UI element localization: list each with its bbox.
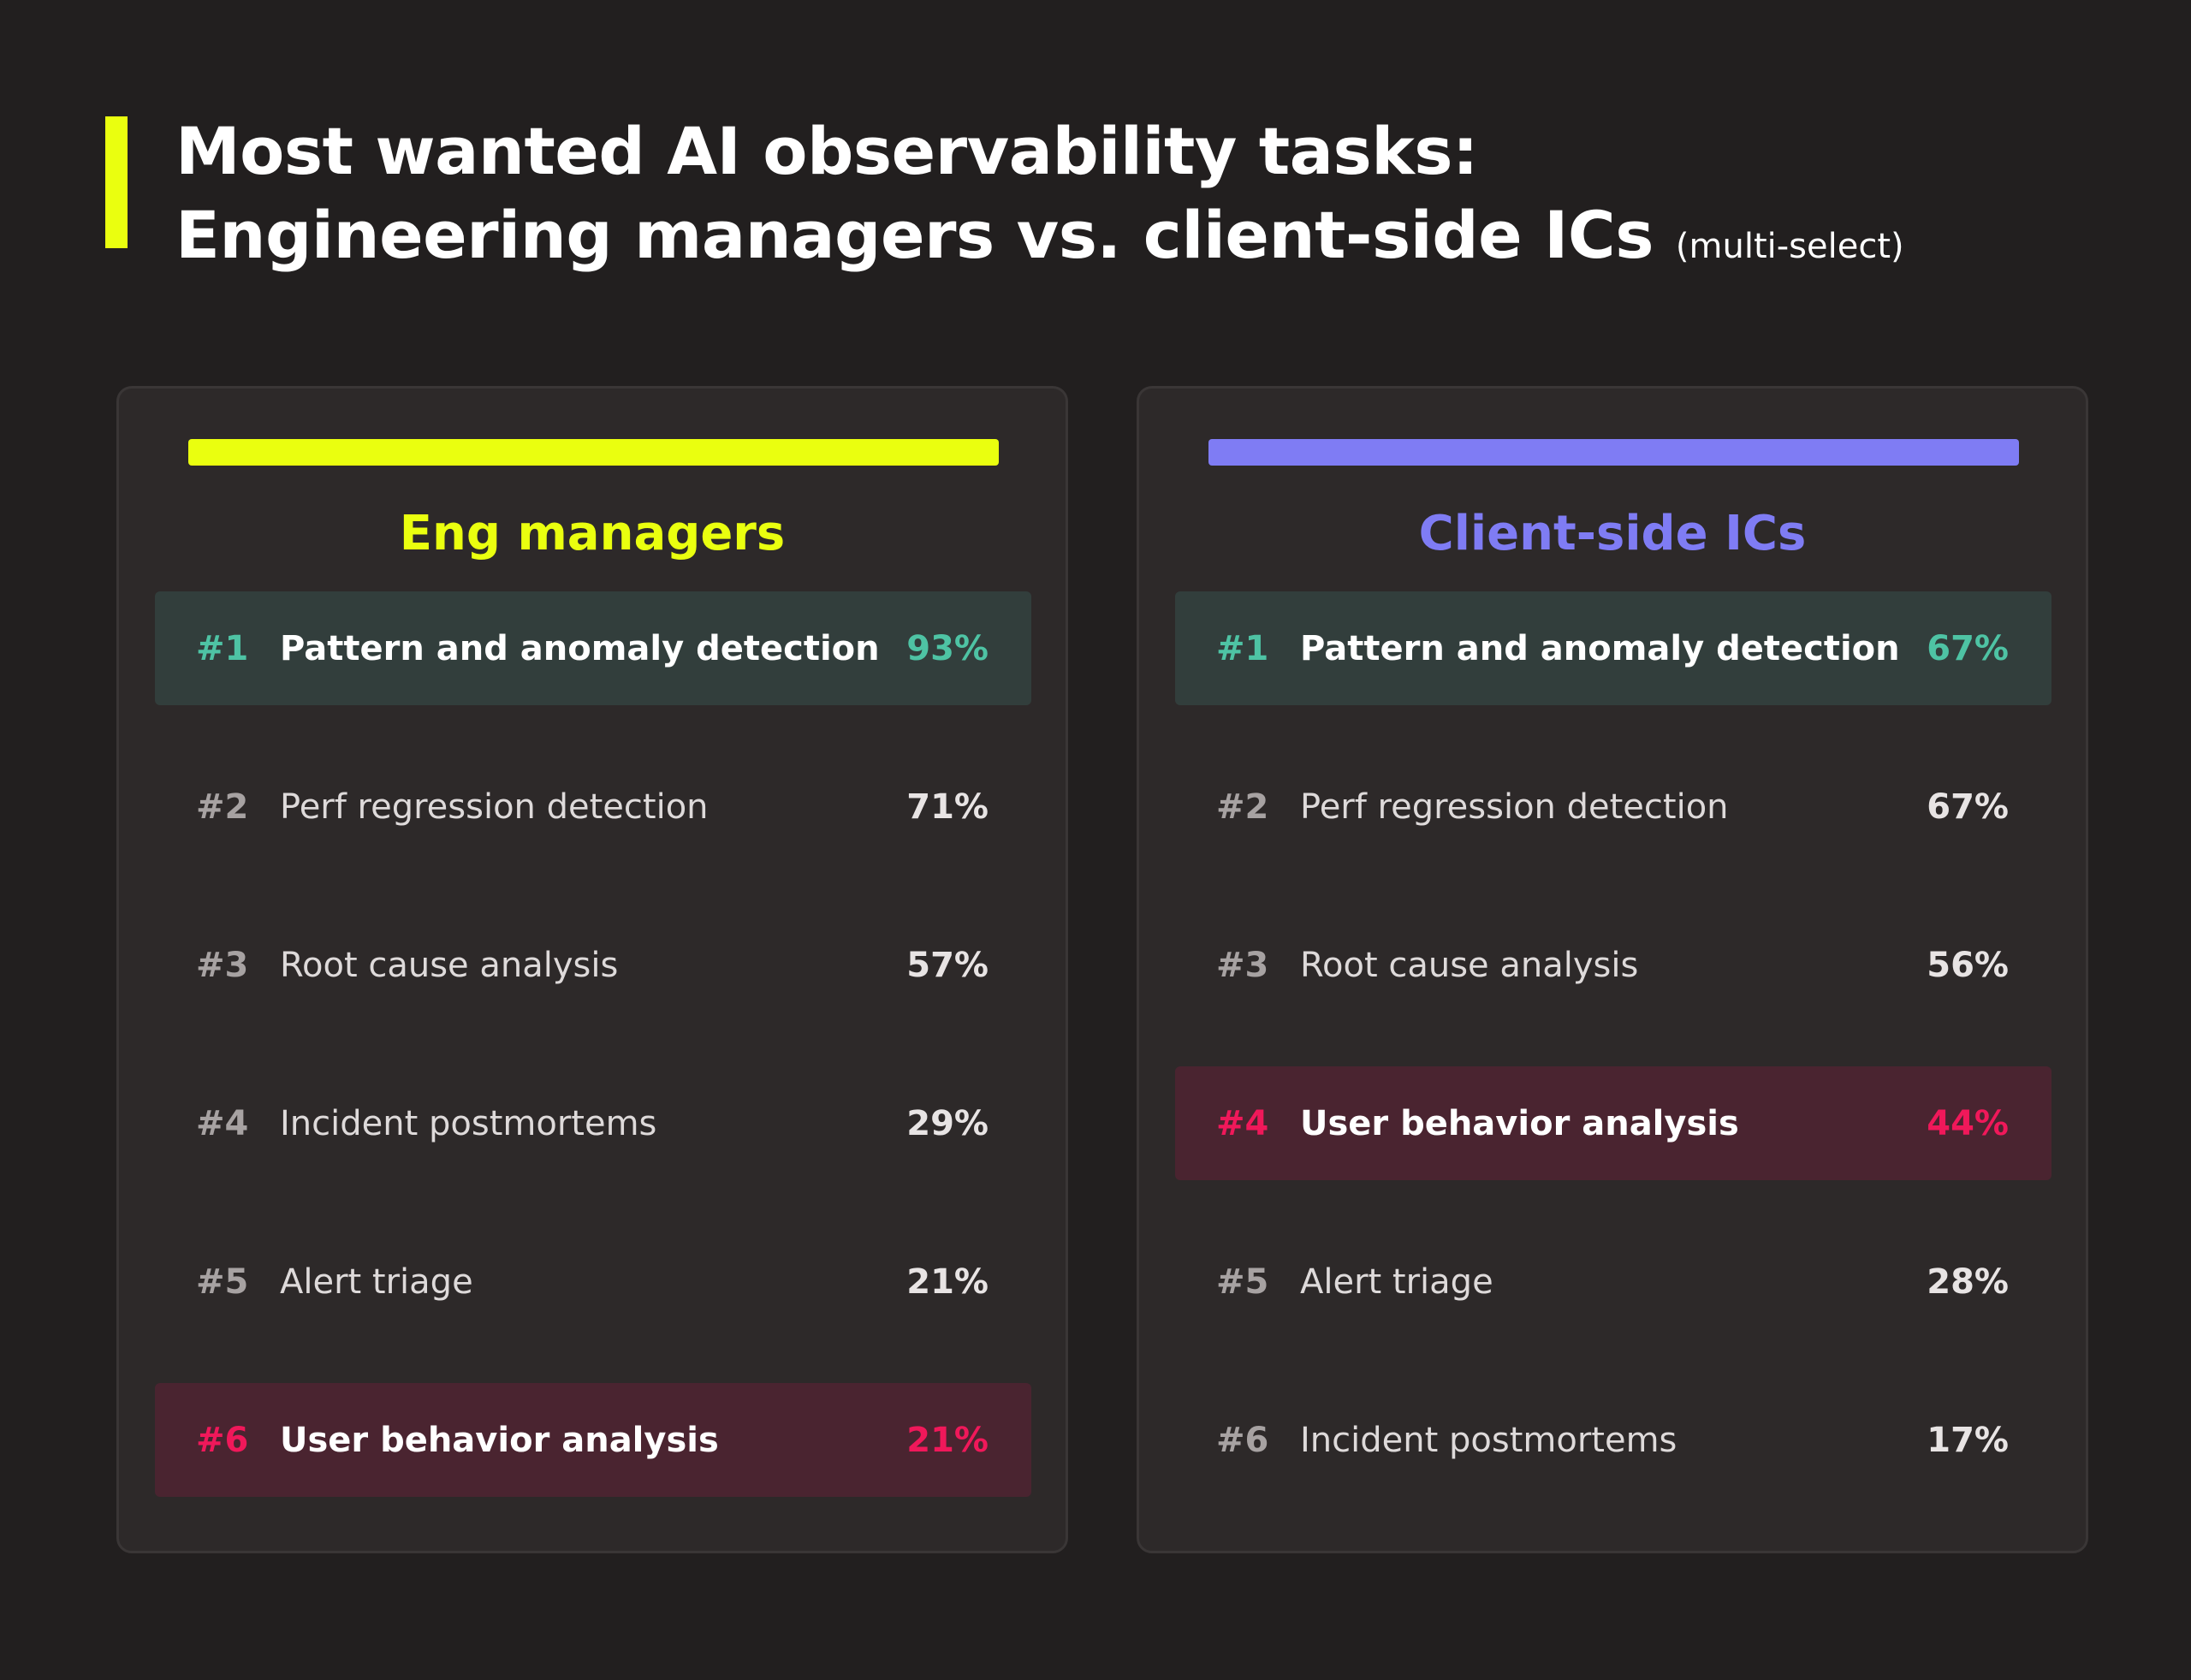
rank-label: #5: [1216, 1261, 1269, 1302]
percent-value: 67%: [1927, 628, 2009, 668]
percent-value: 17%: [1927, 1420, 2009, 1460]
title-accent-bar: [105, 116, 128, 248]
task-label: User behavior analysis: [1300, 1103, 1739, 1143]
task-label: Incident postmortems: [280, 1103, 657, 1143]
table-row: #5 Alert triage 21%: [155, 1225, 1031, 1339]
table-row: #1 Pattern and anomaly detection 93%: [155, 591, 1031, 705]
task-label: User behavior analysis: [280, 1420, 719, 1460]
percent-value: 29%: [906, 1103, 989, 1143]
percent-value: 28%: [1927, 1261, 2009, 1302]
rank-label: #4: [196, 1103, 249, 1143]
table-row: #3 Root cause analysis 57%: [155, 908, 1031, 1022]
rank-label: #2: [196, 787, 249, 827]
title-line-2-text: Engineering managers vs. client-side ICs: [175, 197, 1654, 273]
task-label: Perf regression detection: [1300, 787, 1729, 827]
task-label: Pattern and anomaly detection: [1300, 628, 1900, 668]
eng-managers-panel: Eng managers #1 Pattern and anomaly detec…: [116, 386, 1068, 1553]
table-row: #2 Perf regression detection 67%: [1175, 750, 2051, 864]
title-note: (multi-select): [1675, 227, 1904, 266]
task-label: Incident postmortems: [1300, 1420, 1677, 1460]
task-label: Root cause analysis: [1300, 945, 1639, 985]
percent-value: 44%: [1927, 1103, 2009, 1143]
rank-label: #3: [1216, 945, 1269, 985]
task-label: Alert triage: [1300, 1261, 1493, 1302]
table-row: #4 User behavior analysis 44%: [1175, 1066, 2051, 1180]
rank-label: #1: [1216, 628, 1269, 668]
table-row: #2 Perf regression detection 71%: [155, 750, 1031, 864]
percent-value: 56%: [1927, 945, 2009, 985]
percent-value: 57%: [906, 945, 989, 985]
table-row: #3 Root cause analysis 56%: [1175, 908, 2051, 1022]
task-label: Pattern and anomaly detection: [280, 628, 880, 668]
task-label: Alert triage: [280, 1261, 473, 1302]
rank-label: #6: [196, 1420, 249, 1460]
client-side-ics-color-bar: [1208, 439, 2019, 466]
percent-value: 71%: [906, 787, 989, 827]
table-row: #1 Pattern and anomaly detection 67%: [1175, 591, 2051, 705]
rank-label: #6: [1216, 1420, 1269, 1460]
eng-managers-heading: Eng managers: [399, 506, 786, 561]
percent-value: 21%: [906, 1420, 989, 1460]
title-line-2: Engineering managers vs. client-side ICs…: [175, 193, 1904, 288]
percent-value: 21%: [906, 1261, 989, 1302]
rank-label: #1: [196, 628, 249, 668]
percent-value: 67%: [1927, 787, 2009, 827]
page-title: Most wanted AI observability tasks: Engi…: [175, 110, 1904, 288]
task-label: Root cause analysis: [280, 945, 619, 985]
rank-label: #4: [1216, 1103, 1269, 1143]
percent-value: 93%: [906, 628, 989, 668]
table-row: #4 Incident postmortems 29%: [155, 1066, 1031, 1180]
table-row: #5 Alert triage 28%: [1175, 1225, 2051, 1339]
task-label: Perf regression detection: [280, 787, 709, 827]
rank-label: #5: [196, 1261, 249, 1302]
title-line-1: Most wanted AI observability tasks:: [175, 113, 1478, 189]
eng-managers-color-bar: [188, 439, 999, 466]
rank-label: #2: [1216, 787, 1269, 827]
client-side-ics-heading: Client-side ICs: [1418, 506, 1807, 561]
client-side-ics-panel: Client-side ICs #1 Pattern and anomaly de…: [1137, 386, 2088, 1553]
table-row: #6 User behavior analysis 21%: [155, 1383, 1031, 1497]
rank-label: #3: [196, 945, 249, 985]
table-row: #6 Incident postmortems 17%: [1175, 1383, 2051, 1497]
